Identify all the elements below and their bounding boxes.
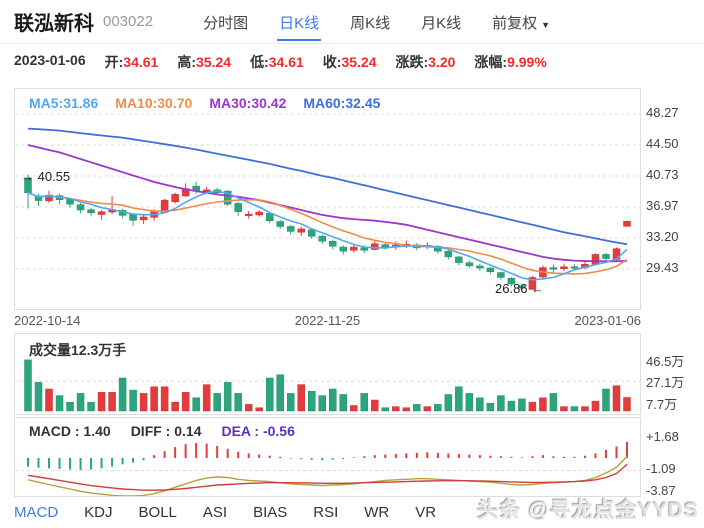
- watermark: 头条 @寻龙点金YYDS: [477, 499, 699, 522]
- ma5-legend: MA5:31.86: [29, 95, 99, 111]
- volume-panel: 成交量12.3万手: [14, 333, 641, 415]
- adjust-mode-label: 前复权: [492, 15, 538, 32]
- x-axis-labels: 2022-10-14 2022-11-25 2023-01-06: [14, 313, 641, 328]
- indicator-tab-asi[interactable]: ASI: [202, 504, 228, 521]
- volume-title: 成交量12.3万手: [29, 342, 127, 358]
- period-tabs: 分时图 日K线 周K线 月K线 前复权 ▼: [201, 2, 552, 41]
- chevron-down-icon: ▼: [541, 20, 551, 30]
- macd-value: MACD : 1.40: [29, 423, 111, 439]
- indicator-tab-bias[interactable]: BIAS: [253, 504, 288, 521]
- axis-tick-label: 40.73: [646, 167, 679, 183]
- indicator-tab-wr[interactable]: WR: [364, 504, 390, 521]
- quote-row: 2023-01-06 开:34.61 高:35.24 低:34.61 收:35.…: [14, 52, 547, 72]
- high-price-marker: → 40.55: [21, 169, 71, 184]
- indicator-tab-macd[interactable]: MACD: [14, 504, 59, 521]
- ma-legend: MA5:31.86 MA10:30.70 MA30:30.42 MA60:32.…: [29, 95, 380, 111]
- indicator-tab-boll[interactable]: BOLL: [138, 504, 177, 521]
- volume-chart[interactable]: [15, 334, 640, 414]
- indicator-tab-kdj[interactable]: KDJ: [84, 504, 113, 521]
- main-chart-panel: MA5:31.86 MA10:30.70 MA30:30.42 MA60:32.…: [14, 88, 641, 310]
- tab-minute-chart[interactable]: 分时图: [203, 15, 249, 32]
- macd-value-labels: MACD : 1.40 DIFF : 0.14 DEA : -0.56: [29, 423, 295, 439]
- macd-chart[interactable]: [15, 418, 640, 496]
- low-price-marker: 26.86 ←: [495, 281, 545, 296]
- indicator-tabs: MACD KDJ BOLL ASI BIAS RSI WR VR: [14, 504, 436, 521]
- diff-value: DIFF : 0.14: [130, 423, 202, 439]
- axis-tick-label: 7.7万: [646, 396, 678, 412]
- quote-change-pct: 涨幅:9.99%: [474, 54, 547, 70]
- indicator-tab-rsi[interactable]: RSI: [313, 504, 339, 521]
- axis-tick-label: 48.27: [646, 105, 679, 120]
- header: 联泓新科 003022 分时图 日K线 周K线 月K线 前复权 ▼: [0, 0, 704, 44]
- dea-value: DEA : -0.56: [221, 423, 295, 439]
- axis-tick-label: 46.5万: [646, 353, 685, 369]
- adjust-mode-dropdown[interactable]: 前复权 ▼: [490, 2, 552, 41]
- tab-weekly-kline[interactable]: 周K线: [350, 15, 391, 32]
- quote-low: 低:34.61: [250, 54, 304, 70]
- quote-change: 涨跌:3.20: [395, 54, 456, 70]
- axis-tick-label: 27.1万: [646, 375, 685, 391]
- axis-tick-label: +1.68: [646, 429, 679, 444]
- ma60-legend: MA60:32.45: [303, 95, 381, 111]
- quote-close: 收:35.24: [322, 54, 377, 70]
- axis-tick-label: 44.50: [646, 136, 679, 152]
- ma10-legend: MA10:30.70: [115, 95, 193, 111]
- candlestick-chart[interactable]: [15, 89, 640, 309]
- quote-open: 开:34.61: [104, 54, 159, 70]
- ma30-legend: MA30:30.42: [209, 95, 287, 111]
- x-label-end: 2023-01-06: [574, 313, 641, 328]
- tab-daily-kline[interactable]: 日K线: [277, 2, 322, 41]
- stock-name: 联泓新科: [14, 13, 94, 35]
- macd-panel: MACD : 1.40 DIFF : 0.14 DEA : -0.56: [14, 417, 641, 497]
- quote-high: 高:35.24: [177, 54, 232, 70]
- axis-tick-label: -3.87: [646, 483, 676, 498]
- axis-tick-label: 33.20: [646, 228, 679, 244]
- x-label-mid: 2022-11-25: [294, 313, 361, 328]
- indicator-tab-vr[interactable]: VR: [415, 504, 437, 521]
- x-label-start: 2022-10-14: [14, 313, 81, 328]
- tab-monthly-kline[interactable]: 月K线: [421, 15, 462, 32]
- axis-tick-label: -1.09: [646, 461, 676, 476]
- axis-tick-label: 29.43: [646, 260, 679, 275]
- stock-code: 003022: [103, 13, 154, 30]
- axis-tick-label: 36.97: [646, 197, 679, 213]
- quote-date: 2023-01-06: [14, 52, 86, 68]
